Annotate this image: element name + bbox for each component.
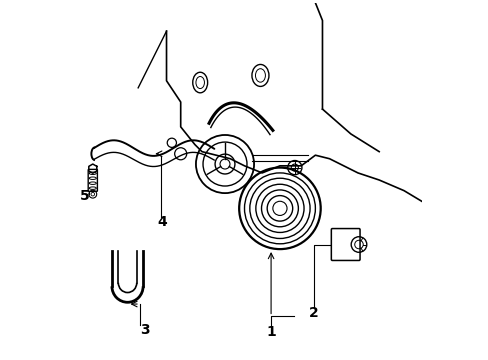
Text: 4: 4 <box>157 215 167 229</box>
Text: 5: 5 <box>79 189 89 203</box>
Text: 1: 1 <box>265 325 275 339</box>
FancyBboxPatch shape <box>331 229 359 260</box>
FancyBboxPatch shape <box>88 169 97 192</box>
Text: 2: 2 <box>308 306 318 320</box>
Text: 3: 3 <box>140 323 150 337</box>
